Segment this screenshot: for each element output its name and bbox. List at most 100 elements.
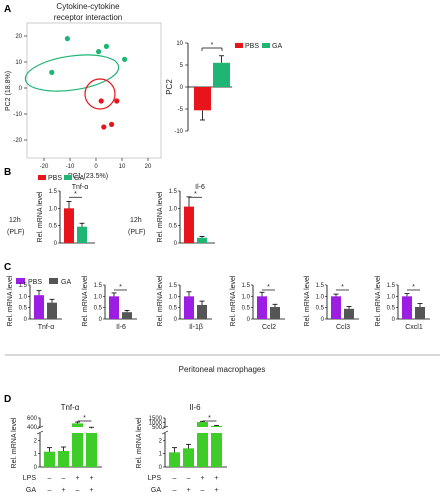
pc2-ylabel: PC2 (165, 79, 174, 95)
c-2-ytick-3: 0 (174, 317, 178, 323)
d-tnf-ga-label: GA (26, 487, 36, 494)
pca-ytick-4: -20 (13, 138, 22, 144)
legend-ga-label: GA (272, 43, 282, 50)
d-il6-break-b (161, 430, 169, 435)
pca-ylabel: PC2 (18.8%) (5, 71, 12, 111)
c-0-ytick-2: 0.5 (19, 306, 28, 312)
c-4-ytick-3: 0 (321, 317, 325, 323)
d-il6-bar-3-upper (211, 425, 222, 427)
d-tnf-ytick-2: 2 (34, 438, 38, 444)
pc2-bar-ga (213, 62, 230, 87)
d-il6-ytick-2: 500 (152, 425, 163, 431)
pca-ytick-3: -10 (13, 112, 22, 118)
d-il6-ytick-4: 1 (159, 452, 163, 458)
panel-label-a: A (4, 4, 11, 15)
b-il6-ylabel: Rel. mRNA level (157, 191, 164, 242)
c-5-sig: * (412, 284, 415, 291)
b-tnf-ytick-1: 1.0 (49, 206, 58, 212)
c-0-ytick-0: 1.5 (19, 283, 28, 289)
pca-xtick-1: -10 (66, 164, 75, 170)
c-3-ytick-2: 0.5 (242, 306, 251, 312)
c-1-bar-pbs (109, 296, 119, 319)
pca-title-line1: Cytokine-cytokine (56, 2, 120, 11)
d-il6-ga-sign-0: – (173, 487, 177, 494)
d-il6-bar-1 (183, 448, 194, 467)
d-tnf-ytick-3: 1 (34, 452, 38, 458)
c-4-ylabel: Rel. mRNA level (304, 275, 311, 326)
d-il6-bar-2-upper (197, 422, 208, 427)
d-il6-break-a (161, 425, 169, 430)
d-il6-ga-sign-2: – (201, 487, 205, 494)
d-tnf-ga-sign-2: – (76, 487, 80, 494)
c-3-ytick-3: 0 (247, 317, 251, 323)
b-il6-ytick-2: 0.5 (169, 224, 178, 230)
d-tnf-ytick-4: 0 (34, 465, 38, 471)
c-0-bar-ga (47, 302, 57, 319)
c-0-bar-pbs (34, 295, 44, 319)
c-2-ylabel: Rel. mRNA level (157, 275, 164, 326)
pc2-ytick-2: 0 (180, 85, 184, 91)
c-1-ytick-0: 1.5 (94, 283, 103, 289)
c-3-bar-ga (270, 306, 280, 319)
d-il6-lps-sign-1: – (187, 475, 191, 482)
b-legend-ga-swatch (64, 175, 72, 180)
c-3-gene-label: Ccl2 (262, 324, 276, 331)
b-legend-ga-label: GA (74, 175, 84, 182)
pc2-legend: PBS GA (235, 43, 282, 50)
d-tnf-ylabel: Rel. mRNA level (11, 417, 18, 468)
section-b: PBS GA 12h (PLF) 12h (PLF) Tnf-α Rel. mRN… (7, 175, 215, 247)
pca-xlabel: PC1 (23.5%) (68, 173, 108, 180)
b-condition-top-1: 12h (9, 217, 21, 224)
ga-point-0 (49, 69, 55, 75)
b-tnf-ytick-2: 0.5 (49, 224, 58, 230)
d-il6-ytick-5: 0 (159, 465, 163, 471)
d-tnf-ytick-1: 400 (27, 425, 38, 431)
c-2-bar-pbs (184, 296, 194, 319)
pca-ytick-1: 10 (15, 60, 22, 66)
c-5-gene-label: Cxcl1 (405, 324, 423, 331)
d-il6-lps-sign-2: + (200, 475, 204, 482)
c-legend-ga-label: GA (61, 279, 71, 286)
d-il6-ytick-1: 1000 (149, 421, 163, 427)
d-tnf-ytick-0: 600 (27, 416, 38, 422)
d-il6-bar-0 (169, 452, 180, 467)
pbs-point-0 (98, 98, 104, 104)
c-legend-ga-swatch (49, 278, 58, 284)
c-2-gene-label: Il-1β (189, 324, 203, 331)
pca-ytick-0: 20 (15, 34, 22, 40)
b-condition-bottom-1: (PLF) (7, 229, 25, 236)
c-1-ytick-2: 0.5 (94, 306, 103, 312)
d-il6-ga-sign-3: + (214, 487, 218, 494)
d-tnf-lps-label: LPS (23, 475, 37, 482)
c-5-ylabel: Rel. mRNA level (375, 275, 382, 326)
pc2-ytick-1: 5 (180, 63, 184, 69)
c-1-gene-label: Il-6 (116, 324, 126, 331)
c-5-ytick-3: 0 (392, 317, 396, 323)
b-il6-bar-ga (197, 237, 207, 243)
pbs-circle (84, 78, 116, 110)
panel-label-b: B (4, 167, 11, 178)
d-tnf-title: Tnf-α (61, 403, 80, 412)
d-il6-lps-sign-3: + (214, 475, 218, 482)
pbs-point-1 (101, 124, 107, 130)
d-tnf-lps-sign-1: – (62, 475, 66, 482)
c-legend-pbs-label: PBS (28, 279, 42, 286)
d-il6-lps-label: LPS (148, 475, 162, 482)
legend-pbs-swatch (235, 43, 243, 48)
c-0-ytick-3: 0 (24, 317, 28, 323)
legend-ga-swatch (262, 43, 270, 48)
ga-point-4 (122, 56, 128, 63)
pc2-sig: * (211, 42, 214, 49)
pc2-ytick-4: -10 (174, 129, 183, 135)
c-legend-pbs-swatch (16, 278, 25, 284)
b-il6-title: Il-6 (195, 184, 205, 191)
c-1-ytick-3: 0 (99, 317, 103, 323)
pca-xtick-4: 20 (145, 164, 152, 170)
b-tnf-bar-pbs (64, 208, 74, 243)
c-4-bar-pbs (331, 296, 341, 319)
b-tnf-ytick-0: 1.5 (49, 189, 58, 195)
b-il6-ytick-3: 0 (174, 241, 178, 247)
pbs-point-2 (114, 98, 120, 104)
c-0-ytick-1: 1.0 (19, 294, 28, 300)
